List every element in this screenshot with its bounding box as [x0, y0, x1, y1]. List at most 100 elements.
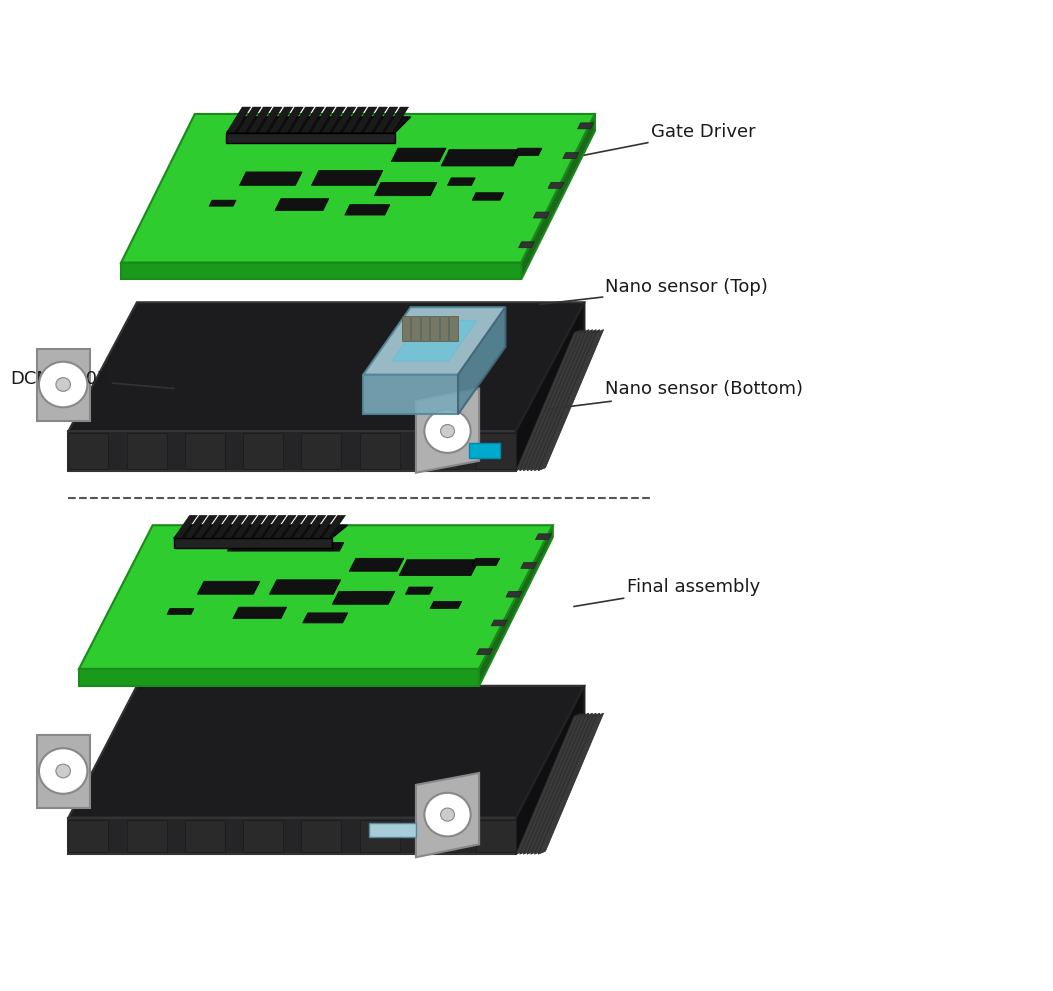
Circle shape [56, 764, 71, 778]
Polygon shape [538, 714, 603, 854]
Polygon shape [68, 431, 516, 471]
Polygon shape [421, 316, 430, 341]
Circle shape [56, 378, 71, 391]
Polygon shape [279, 107, 303, 133]
Polygon shape [449, 316, 458, 341]
Polygon shape [476, 649, 493, 654]
Polygon shape [275, 198, 329, 211]
Polygon shape [363, 307, 505, 375]
Polygon shape [185, 433, 225, 469]
Polygon shape [312, 170, 383, 185]
Polygon shape [269, 107, 293, 133]
Polygon shape [68, 433, 108, 469]
Polygon shape [210, 200, 236, 206]
Polygon shape [126, 433, 166, 469]
Polygon shape [562, 153, 579, 159]
Polygon shape [226, 107, 251, 133]
Text: DCM1000X: DCM1000X [11, 370, 174, 388]
Polygon shape [290, 107, 314, 133]
Polygon shape [418, 820, 458, 852]
Polygon shape [273, 515, 296, 538]
Polygon shape [167, 608, 194, 614]
Polygon shape [458, 307, 505, 414]
Text: Gate Driver: Gate Driver [577, 123, 755, 157]
Polygon shape [37, 735, 90, 808]
Polygon shape [538, 330, 603, 471]
Polygon shape [534, 212, 550, 218]
Circle shape [440, 424, 455, 438]
Polygon shape [247, 107, 272, 133]
Bar [369, 823, 416, 837]
Polygon shape [311, 107, 335, 133]
Polygon shape [534, 330, 600, 471]
Polygon shape [174, 515, 198, 538]
Polygon shape [226, 117, 411, 133]
Polygon shape [516, 714, 581, 854]
Polygon shape [472, 192, 504, 200]
Polygon shape [227, 542, 344, 551]
Bar [469, 443, 500, 458]
Polygon shape [301, 433, 341, 469]
Polygon shape [68, 818, 516, 854]
Polygon shape [534, 714, 600, 854]
Polygon shape [430, 602, 462, 608]
Polygon shape [126, 820, 166, 852]
Polygon shape [321, 107, 345, 133]
Polygon shape [213, 515, 237, 538]
Polygon shape [430, 316, 439, 341]
Polygon shape [332, 107, 356, 133]
Polygon shape [516, 686, 584, 854]
Polygon shape [342, 107, 366, 133]
Polygon shape [411, 316, 420, 341]
Polygon shape [282, 515, 306, 538]
Polygon shape [262, 515, 286, 538]
Polygon shape [292, 515, 316, 538]
Polygon shape [363, 375, 458, 414]
Polygon shape [523, 330, 589, 471]
Polygon shape [375, 182, 437, 196]
Polygon shape [226, 133, 395, 143]
Polygon shape [520, 330, 585, 471]
Polygon shape [344, 205, 390, 215]
Polygon shape [223, 515, 246, 538]
Polygon shape [353, 107, 377, 133]
Polygon shape [520, 714, 585, 854]
Polygon shape [270, 580, 341, 595]
Polygon shape [399, 560, 479, 576]
Polygon shape [536, 534, 552, 539]
Polygon shape [233, 515, 257, 538]
Polygon shape [476, 820, 516, 852]
Polygon shape [174, 525, 347, 538]
Polygon shape [312, 515, 336, 538]
Polygon shape [243, 515, 266, 538]
Polygon shape [384, 107, 409, 133]
Polygon shape [37, 349, 90, 421]
Polygon shape [526, 330, 593, 471]
Polygon shape [300, 107, 324, 133]
Text: Nano sensor (Bottom): Nano sensor (Bottom) [548, 381, 803, 409]
Polygon shape [270, 132, 386, 141]
Polygon shape [363, 107, 388, 133]
Polygon shape [322, 515, 345, 538]
Polygon shape [350, 558, 404, 571]
Polygon shape [531, 714, 596, 854]
Polygon shape [359, 820, 399, 852]
Polygon shape [440, 316, 449, 341]
Polygon shape [174, 538, 332, 548]
Polygon shape [194, 515, 217, 538]
Polygon shape [68, 820, 108, 852]
Polygon shape [531, 330, 596, 471]
Polygon shape [516, 330, 581, 471]
Polygon shape [492, 620, 508, 626]
Polygon shape [203, 515, 227, 538]
Polygon shape [402, 316, 411, 341]
Polygon shape [416, 388, 479, 473]
Polygon shape [243, 433, 283, 469]
Circle shape [39, 748, 87, 794]
Polygon shape [392, 321, 477, 361]
Polygon shape [79, 669, 479, 686]
Polygon shape [121, 114, 595, 263]
Polygon shape [506, 592, 522, 597]
Polygon shape [185, 820, 225, 852]
Polygon shape [526, 714, 593, 854]
